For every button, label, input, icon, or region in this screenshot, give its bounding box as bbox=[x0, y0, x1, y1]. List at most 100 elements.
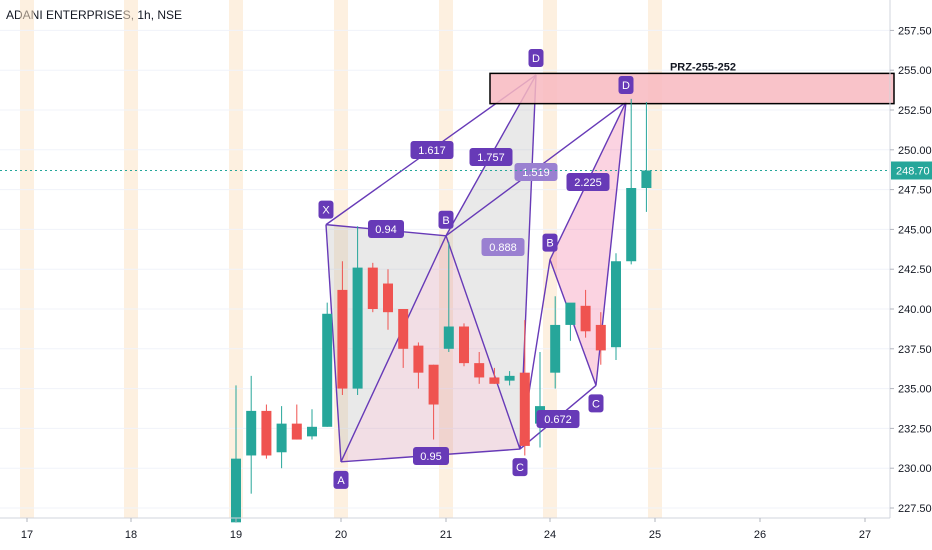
ratio-label: 1.757 bbox=[477, 152, 505, 164]
ratio-label: 0.94 bbox=[375, 224, 396, 236]
candle-body bbox=[413, 345, 424, 373]
candle-body bbox=[580, 305, 591, 332]
time-axis: 17 18 19 20 21 24 25 26 27 bbox=[0, 517, 890, 541]
ratio-label-bg bbox=[514, 163, 558, 181]
candle-body bbox=[504, 375, 515, 381]
leg-xa bbox=[325, 224, 342, 462]
last-price-badge bbox=[891, 161, 932, 180]
price-tick-label: 237.50 bbox=[898, 344, 932, 356]
point-label-c-bg bbox=[512, 458, 528, 477]
price-tick-label: 240.00 bbox=[898, 304, 932, 316]
ratio-label-bg bbox=[536, 410, 580, 428]
point-label2-b-bg bbox=[542, 233, 558, 252]
candle-body bbox=[428, 364, 439, 405]
ratio-label: 1.519 bbox=[522, 167, 550, 179]
candle-body bbox=[550, 324, 561, 373]
ratio-label-bg bbox=[566, 173, 610, 191]
bcd-triangle bbox=[446, 74, 536, 450]
point-label-x-bg bbox=[318, 200, 334, 219]
last-price-label: 248.70 bbox=[896, 165, 930, 177]
point-label-d: D bbox=[532, 53, 540, 65]
ratio-label: 0.672 bbox=[544, 414, 572, 426]
candle-body bbox=[565, 302, 576, 325]
candle-body bbox=[398, 309, 409, 349]
price-tick-label: 247.50 bbox=[898, 185, 932, 197]
candle-body bbox=[383, 283, 393, 313]
point-label-x: X bbox=[322, 205, 330, 217]
candle-body bbox=[291, 423, 302, 440]
time-tick-label: 20 bbox=[335, 529, 347, 541]
candle-body bbox=[626, 188, 637, 262]
bcd-triangle-2 bbox=[550, 102, 626, 386]
time-tick-label: 27 bbox=[859, 529, 871, 541]
point-label-d-bg bbox=[528, 48, 544, 67]
time-tick-label: 21 bbox=[440, 529, 452, 541]
ratio-label-bg bbox=[413, 447, 449, 465]
prz-zone: PRZ-255-252 bbox=[489, 61, 895, 105]
point-label-c: C bbox=[516, 462, 524, 474]
time-tick-label: 17 bbox=[21, 529, 33, 541]
candle-body bbox=[322, 313, 333, 427]
point-label2-d: D bbox=[622, 80, 630, 92]
price-tick-label: 227.50 bbox=[898, 503, 932, 515]
time-tick-label: 18 bbox=[125, 529, 137, 541]
ratio-label-bg bbox=[368, 220, 404, 238]
candle-body bbox=[246, 410, 257, 456]
candle-body bbox=[595, 324, 606, 351]
point-label-a-bg bbox=[333, 470, 349, 489]
candle-body bbox=[352, 267, 363, 389]
candle-body bbox=[611, 261, 621, 348]
ratio-label: 2.225 bbox=[574, 177, 602, 189]
candlestick-series bbox=[231, 98, 652, 523]
point-label2-c-bg bbox=[588, 394, 604, 413]
candle-body bbox=[307, 426, 317, 437]
price-tick-label: 252.50 bbox=[898, 105, 932, 117]
point-label-b-bg bbox=[438, 210, 454, 229]
price-tick-label: 232.50 bbox=[898, 423, 932, 435]
ratio-label: 0.888 bbox=[489, 242, 517, 254]
leg-bc bbox=[445, 235, 521, 450]
candle-body bbox=[459, 326, 469, 364]
candle-body bbox=[519, 372, 530, 446]
price-tick-label: 230.00 bbox=[898, 463, 932, 475]
chart-title: ADANI ENTERPRISES, 1h, NSE bbox=[6, 8, 183, 22]
point-label2-b: B bbox=[546, 238, 553, 250]
point-label-a: A bbox=[337, 475, 345, 487]
candle-body bbox=[641, 170, 652, 189]
ratio-label-bg bbox=[410, 141, 454, 159]
price-tick-label: 245.00 bbox=[898, 224, 932, 236]
ratio-label-bg bbox=[481, 238, 525, 256]
point-label2-d-bg bbox=[618, 76, 634, 95]
pattern-labels: X A B C D B C D 0.94 0.95 0.888 1.617 1.757 1.519 0.67… bbox=[318, 48, 634, 489]
time-tick-label: 26 bbox=[754, 529, 766, 541]
candle-body bbox=[337, 289, 348, 389]
point-label-b: B bbox=[442, 215, 449, 227]
candle-body bbox=[443, 326, 454, 349]
price-tick-label: 250.00 bbox=[898, 145, 932, 157]
session-band bbox=[124, 0, 138, 518]
price-axis: 227.50 230.00 232.50 235.00 237.50 240.00 242.… bbox=[889, 0, 932, 518]
ratio-label: 0.95 bbox=[420, 451, 441, 463]
candle-body bbox=[489, 377, 500, 384]
abc-triangle bbox=[341, 235, 520, 462]
leg-ab bbox=[340, 235, 447, 463]
prz-label: PRZ-255-252 bbox=[670, 61, 736, 73]
candle-body bbox=[474, 363, 485, 378]
candle-body bbox=[261, 410, 272, 456]
ratio-label: 1.617 bbox=[418, 145, 446, 157]
time-tick-label: 25 bbox=[649, 529, 661, 541]
time-tick-label: 24 bbox=[544, 529, 556, 541]
time-tick-label: 19 bbox=[230, 529, 242, 541]
session-band bbox=[20, 0, 34, 518]
candle-body bbox=[367, 267, 378, 309]
point-label2-c: C bbox=[592, 398, 600, 410]
ratio-label-bg bbox=[469, 148, 513, 166]
price-tick-label: 257.50 bbox=[898, 25, 932, 37]
price-tick-label: 235.00 bbox=[898, 384, 932, 396]
prz-rectangle bbox=[489, 72, 895, 105]
candle-body bbox=[231, 458, 241, 523]
price-tick-label: 255.00 bbox=[898, 65, 932, 77]
price-tick-label: 242.50 bbox=[898, 264, 932, 276]
candle-body bbox=[276, 423, 287, 453]
